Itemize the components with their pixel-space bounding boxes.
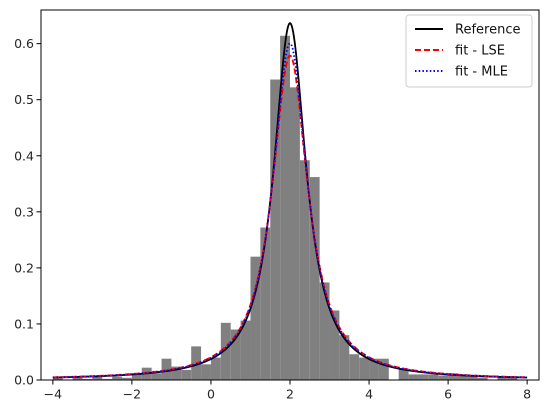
histogram-bar [240, 320, 251, 380]
x-tick-label: −2 [123, 387, 141, 402]
histogram-bar [507, 377, 518, 380]
y-tick-label: 0.3 [14, 204, 34, 219]
histogram-bar [131, 373, 142, 380]
histogram-bar [290, 87, 300, 381]
histogram-bar [339, 335, 350, 380]
series-lines [52, 22, 528, 379]
histogram-bar [319, 282, 330, 380]
legend: Reference fit - LSE fit - MLE [405, 14, 533, 88]
histogram-bar [210, 357, 221, 380]
series-line-fit-mle [52, 42, 528, 379]
histogram-bar [369, 358, 379, 380]
y-tick-label: 0.5 [14, 92, 34, 107]
histogram-bar [280, 35, 290, 380]
histogram-bar [270, 79, 281, 381]
histogram-bar [151, 373, 162, 380]
histogram-bar [82, 378, 93, 380]
x-tick-label: −4 [44, 387, 62, 402]
x-tick-label: 4 [365, 387, 373, 402]
histogram-bar [457, 374, 468, 380]
histogram-bar [92, 375, 103, 380]
histogram-bar [329, 310, 340, 380]
histogram-bars [52, 35, 518, 381]
histogram-bar [299, 160, 310, 380]
legend-label-reference: Reference [455, 23, 520, 38]
histogram-bar [122, 377, 132, 380]
histogram-bar [201, 364, 211, 380]
histogram-bar [72, 377, 83, 380]
histogram-bar [428, 374, 439, 380]
histogram-bar [398, 368, 409, 380]
histogram-bar [467, 375, 478, 380]
histogram-bar [309, 177, 320, 380]
legend-label-fit-lse: fit - LSE [455, 44, 505, 59]
histogram-bar [359, 357, 370, 380]
histogram-bar [448, 373, 458, 380]
x-tick-label: 2 [286, 387, 294, 402]
histogram-bar [102, 378, 113, 380]
legend-label-fit-mle: fit - MLE [455, 65, 508, 80]
histogram-bar [112, 376, 123, 380]
histogram-bar [408, 374, 419, 380]
histogram-bar [438, 375, 449, 380]
axes-frame [40, 9, 540, 381]
histogram-bar [181, 369, 192, 380]
y-tick-label: 0.6 [14, 36, 34, 51]
histogram-bar [230, 329, 241, 380]
axis-ticks: −4 −2 0 2 4 6 8 0.0 0.1 0.2 0.3 0.4 0.5 0.6 [14, 36, 531, 401]
histogram-bar [260, 227, 271, 380]
histogram-bar [161, 358, 172, 380]
x-tick-label: 6 [444, 387, 452, 402]
histogram-bar [52, 378, 63, 380]
series-line-fit-lse [52, 54, 528, 379]
x-tick-label: 0 [207, 387, 215, 402]
histogram-bar [497, 376, 508, 380]
histogram-bar [220, 322, 231, 380]
x-tick-label: 8 [523, 387, 531, 402]
histogram-bar [250, 256, 261, 380]
histogram-bar [477, 377, 488, 380]
y-tick-label: 0.4 [14, 148, 34, 163]
histogram-bar [349, 354, 360, 380]
histogram-bar [378, 358, 389, 380]
y-tick-label: 0.0 [14, 373, 34, 388]
histogram-bar [418, 374, 429, 380]
y-tick-label: 0.2 [14, 260, 34, 275]
y-tick-label: 0.1 [14, 316, 34, 331]
histogram-bar [171, 366, 182, 380]
legend-box [405, 14, 533, 88]
